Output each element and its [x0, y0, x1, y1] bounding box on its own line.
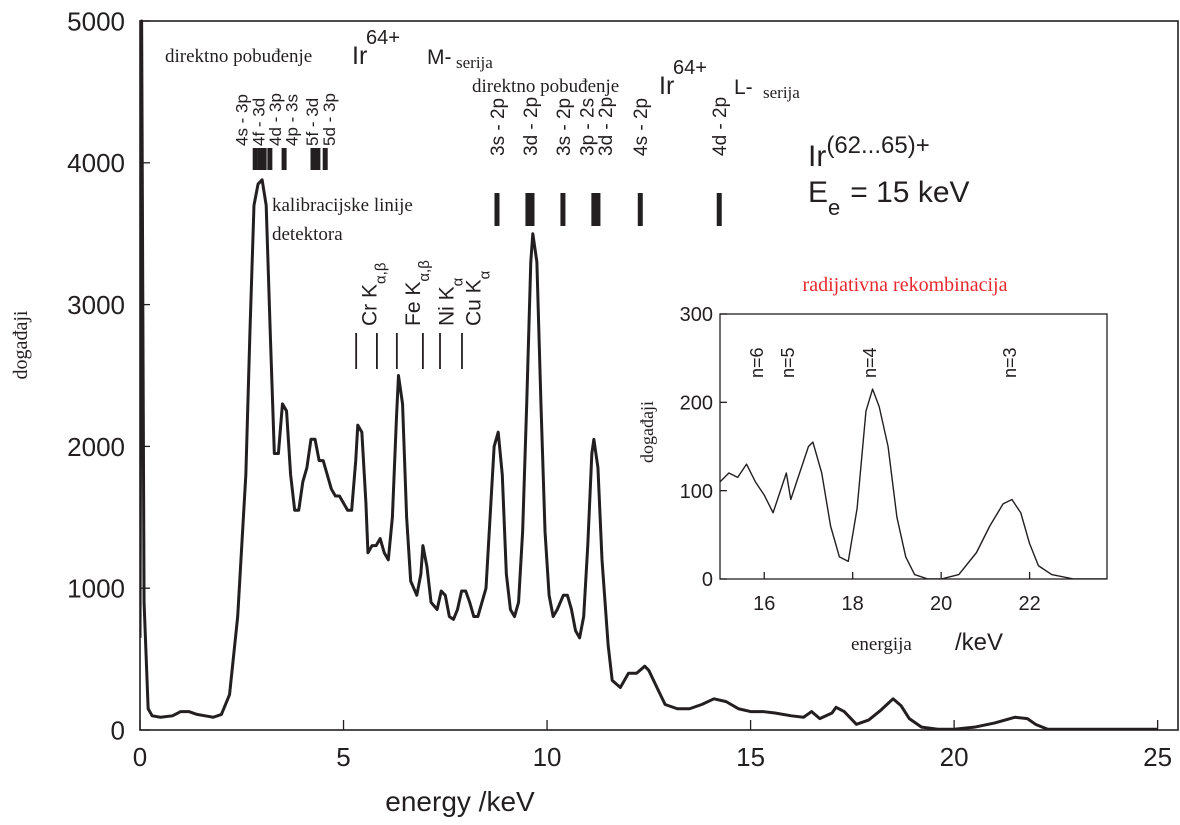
level-label: n=6 — [747, 347, 767, 378]
series-heading: direktno pobuđenje — [165, 46, 312, 67]
y-tick-label: 200 — [680, 393, 713, 415]
transition-label: 4p - 3s — [283, 94, 302, 146]
energy-symbol: E — [808, 176, 828, 209]
y-tick-label: 100 — [680, 481, 713, 503]
series-name: M- — [427, 46, 452, 69]
series-charge: 64+ — [366, 27, 400, 49]
transition-marker — [322, 148, 328, 170]
transition-label: 4f - 3d — [249, 98, 268, 146]
x-tick-label: 15 — [736, 742, 765, 772]
series-name: L- — [734, 76, 753, 99]
plot-area — [720, 314, 1107, 579]
transition-label: 3d - 2p — [596, 97, 617, 156]
transition-label: 3s - 2p — [554, 98, 575, 156]
calibration-text: kalibracijske linije — [272, 195, 413, 216]
x-tick-label: 10 — [533, 742, 562, 772]
x-tick-label: 20 — [930, 593, 952, 615]
level-label: n=3 — [1000, 347, 1020, 378]
transition-label: 4s - 3p — [233, 94, 252, 146]
plot-frame — [139, 20, 1179, 731]
calibration-subscript: α — [449, 277, 466, 286]
transition-marker — [281, 148, 287, 170]
transition-marker — [716, 193, 722, 226]
transition-label: 4s - 2p — [631, 98, 652, 156]
x-tick-label: 5 — [336, 742, 350, 772]
plot-frame — [719, 313, 1108, 580]
series-heading: direktno pobuđenje — [472, 76, 619, 97]
y-tick-label: 4000 — [67, 148, 125, 178]
y-tick-label: 1000 — [67, 574, 125, 604]
transition-marker — [560, 193, 566, 226]
transition-label: 3p - 2s — [577, 98, 598, 156]
y-tick-label: 300 — [680, 304, 713, 326]
ion-label: Ir(62...65)+ — [808, 132, 930, 174]
y-tick-label: 5000 — [67, 6, 125, 36]
energy-subscript: e — [828, 195, 840, 220]
transition-marker — [252, 148, 258, 170]
inset-x-axis-unit: /keV — [955, 629, 1003, 656]
y-tick-label: 2000 — [67, 432, 125, 462]
spectrum-line — [140, 19, 1158, 730]
calibration-label: Fe Kα,β — [402, 260, 433, 326]
x-tick-label: 0 — [133, 742, 147, 772]
inset-title: radijativna rekombinacija — [803, 274, 1008, 296]
calibration-label: Cu Kα — [462, 270, 493, 326]
x-tick-label: 20 — [940, 742, 969, 772]
energy-value: = 15 keV — [850, 176, 969, 209]
transition-marker — [525, 193, 531, 226]
series-ion: Ir — [352, 42, 367, 70]
y-tick-label: 0 — [111, 715, 125, 745]
transition-marker — [595, 193, 601, 226]
calibration-element: Ni K — [435, 286, 458, 326]
transition-label: 3s - 2p — [488, 98, 509, 156]
transition-marker — [257, 148, 263, 170]
x-tick-label: 25 — [1143, 742, 1172, 772]
calibration-text: detektora — [272, 224, 343, 245]
y-tick-label: 0 — [702, 569, 713, 591]
transition-marker — [529, 193, 535, 226]
x-tick-label: 18 — [842, 593, 864, 615]
transition-label: 4d - 2p — [710, 97, 731, 156]
calibration-subscript: α — [476, 270, 493, 279]
inset-y-axis-label: događaji — [637, 401, 657, 463]
series-ion: Ir — [659, 72, 674, 100]
calibration-element: Cr K — [359, 284, 382, 326]
transition-marker — [494, 193, 500, 226]
transition-marker — [315, 148, 321, 170]
x-tick-label: 22 — [1018, 593, 1040, 615]
transition-marker — [637, 193, 643, 226]
x-tick-label: 16 — [753, 593, 775, 615]
transition-label: 3d - 2p — [521, 97, 542, 156]
calibration-label: Cr Kα,β — [359, 262, 390, 326]
energy-label: Ee = 15 keV — [808, 176, 970, 220]
transition-marker — [310, 148, 316, 170]
transition-marker — [591, 193, 597, 226]
calibration-element: Fe K — [402, 282, 425, 326]
transition-marker — [261, 148, 267, 170]
spectrum-line — [720, 388, 1107, 579]
calibration-subscript: α,β — [372, 262, 389, 284]
calibration-subscript: α,β — [415, 260, 432, 282]
ion-symbol: Ir — [808, 140, 826, 173]
level-label: n=4 — [860, 347, 880, 378]
calibration-label: Ni Kα — [435, 277, 466, 326]
transition-label: 5f - 3d — [303, 98, 322, 146]
y-tick-label: 3000 — [67, 290, 125, 320]
calibration-element: Cu K — [462, 279, 485, 326]
x-axis-label: energy /keV — [385, 786, 535, 817]
series-word: serija — [763, 83, 800, 102]
inset-x-axis-label: energija — [851, 634, 912, 655]
transition-label: 5d - 3p — [320, 93, 339, 146]
y-axis-label: događaji — [10, 310, 32, 379]
level-label: n=5 — [778, 347, 798, 378]
ion-charge: (62...65)+ — [826, 132, 929, 159]
transition-marker — [267, 148, 273, 170]
transition-label: 4d - 3p — [266, 93, 285, 146]
series-word: serija — [456, 53, 493, 72]
series-charge: 64+ — [673, 57, 707, 79]
